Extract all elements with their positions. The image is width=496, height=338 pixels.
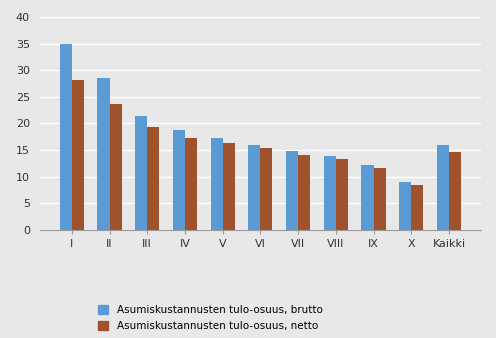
Bar [97,78,110,230]
Bar [110,104,122,230]
Bar [336,159,348,230]
Legend: Asumiskustannusten tulo-osuus, brutto, Asumiskustannusten tulo-osuus, netto: Asumiskustannusten tulo-osuus, brutto, A… [98,305,322,331]
Bar [437,145,449,230]
Bar [399,182,411,230]
Bar [298,155,310,230]
Bar [223,143,235,230]
Bar [411,185,424,230]
Bar [135,117,147,230]
Bar [72,80,84,230]
Bar [173,130,185,230]
Bar [449,151,461,230]
Bar [60,44,72,230]
Bar [324,156,336,230]
Bar [260,148,272,230]
Bar [362,165,373,230]
Bar [185,138,197,230]
Bar [286,151,298,230]
Bar [211,138,223,230]
Bar [248,145,260,230]
Bar [373,168,385,230]
Bar [147,127,159,230]
